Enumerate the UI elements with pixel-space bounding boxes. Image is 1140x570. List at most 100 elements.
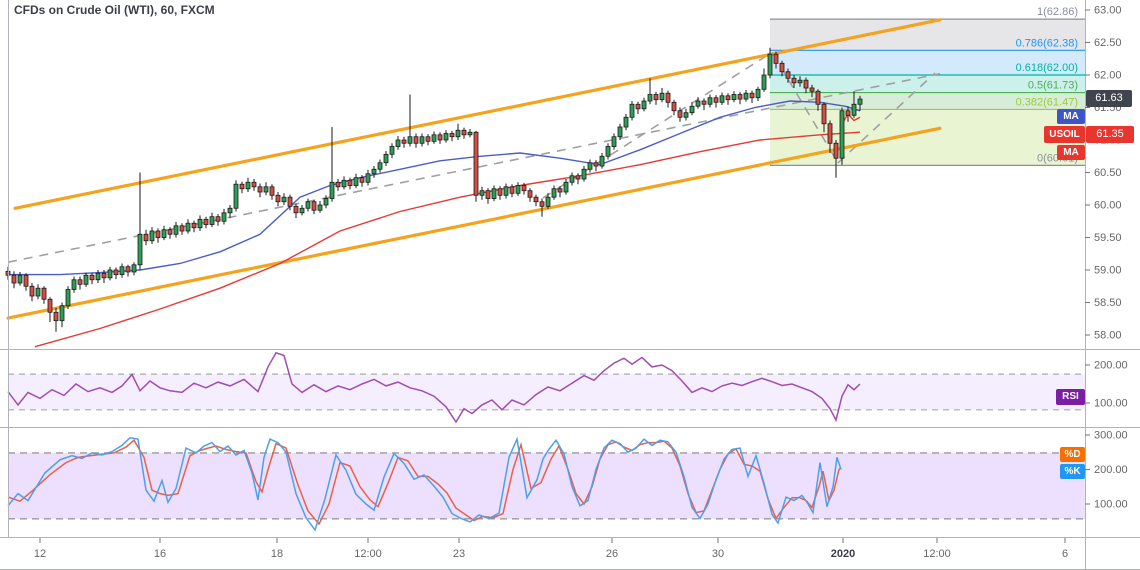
candle-up <box>587 162 593 170</box>
candle-down <box>701 100 707 105</box>
price-axis-tick-label: 200.00 <box>1094 464 1128 476</box>
candle-down <box>347 179 353 186</box>
candle-up <box>647 94 653 102</box>
ma-fast-line <box>8 100 861 276</box>
candle-up <box>299 207 305 214</box>
time-axis-tick-label: 18 <box>271 548 283 560</box>
fib-level-label: 0.786(62.38) <box>1016 37 1078 49</box>
candle-up <box>731 94 737 101</box>
candle-up <box>515 185 521 194</box>
candle-up <box>839 110 845 159</box>
price-axis-tick-label: 62.00 <box>1094 70 1122 82</box>
candle-up <box>431 134 437 142</box>
candle-down <box>713 97 719 103</box>
candle-up <box>623 116 629 128</box>
candle-up <box>65 289 71 307</box>
time-axis-tick-label: 6 <box>1062 548 1068 560</box>
candle-up <box>455 129 461 138</box>
candle-down <box>593 162 599 167</box>
stoch-band <box>8 452 1085 519</box>
candle-up <box>35 287 41 297</box>
candle-down <box>737 94 743 100</box>
candle-up <box>761 74 767 90</box>
candle-up <box>605 146 611 157</box>
fib-zone <box>770 75 1085 93</box>
fib-zone <box>770 92 1085 110</box>
candle-up <box>119 266 125 275</box>
price-axis-tick-label: 63.00 <box>1094 5 1122 17</box>
candle-down <box>215 216 221 222</box>
candle-up <box>569 175 575 183</box>
candle-down <box>143 233 149 242</box>
candle-down <box>653 94 659 101</box>
candles <box>5 47 863 332</box>
candle-down <box>11 274 17 284</box>
rsi-band <box>8 374 1085 410</box>
candle-up <box>389 146 395 155</box>
candle-down <box>359 177 365 183</box>
candle-up <box>659 92 665 101</box>
ma-slow-line <box>34 131 861 348</box>
candle-down <box>461 129 467 136</box>
candle-up <box>323 198 329 206</box>
candle-up <box>599 155 605 167</box>
candle-up <box>197 218 203 229</box>
price-axis-tick-label: 58.50 <box>1094 297 1122 309</box>
candle-up <box>551 188 557 198</box>
candle-up <box>419 136 425 144</box>
candle-up <box>617 126 623 138</box>
candle-down <box>47 298 53 313</box>
candle-down <box>833 142 839 159</box>
axes: 63.0062.5062.0061.5061.0060.5060.0059.50… <box>34 5 1128 560</box>
candle-down <box>287 196 293 207</box>
ma-fast-badge: MA <box>1057 109 1085 124</box>
rsi-pane <box>7 351 1085 424</box>
candle-up <box>797 79 803 84</box>
fib-level-label: 1(62.86) <box>1037 6 1078 18</box>
candle-down <box>251 181 257 188</box>
candle-down <box>311 201 317 211</box>
time-axis-tick-label: 23 <box>453 548 465 560</box>
price-axis-tick-label: 62.50 <box>1094 37 1122 49</box>
candle-up <box>185 222 191 232</box>
candle-down <box>677 110 683 118</box>
candle-down <box>635 103 641 110</box>
candle-down <box>575 175 581 180</box>
fib-retracement: 1(62.86) 0.786(62.38) 0.618(62.00) 0.5(61.7… <box>770 6 1085 166</box>
candle-down <box>335 181 341 188</box>
candle-down <box>41 287 47 300</box>
candle-down <box>509 186 515 194</box>
trendline-dashed <box>837 72 936 164</box>
candle-down <box>773 53 779 64</box>
time-axis-tick-label: 30 <box>712 548 724 560</box>
candle-up <box>59 305 65 322</box>
price-axis-tick-label: 100.00 <box>1094 498 1128 510</box>
candle-down <box>89 274 95 281</box>
candle-down <box>257 186 263 193</box>
candle-up <box>755 88 761 99</box>
candle-up <box>443 133 449 141</box>
candle-down <box>827 123 833 144</box>
candle-up <box>209 216 215 225</box>
candle-down <box>155 230 161 238</box>
candle-up <box>479 190 485 196</box>
candle-up <box>329 181 335 199</box>
fib-level-label: 0.5(61.73) <box>1028 80 1078 92</box>
stoch-k-badge: %K <box>1060 464 1085 479</box>
time-axis-tick-label: 16 <box>154 548 166 560</box>
price-axis-tick-label: 59.00 <box>1094 265 1122 277</box>
candle-down <box>425 136 431 142</box>
candle-down <box>269 186 275 196</box>
time-axis-tick-label: 26 <box>606 548 618 560</box>
candle-down <box>275 194 281 203</box>
candle-down <box>821 103 827 125</box>
fib-level-label: 0.382(61.47) <box>1016 96 1078 108</box>
candle-down <box>113 269 119 275</box>
candle-up <box>707 97 713 105</box>
candle-up <box>221 212 227 222</box>
candle-down <box>785 71 791 79</box>
usoil-price-badge: 61.35 <box>1086 126 1134 143</box>
trendline-dashed <box>542 51 773 199</box>
